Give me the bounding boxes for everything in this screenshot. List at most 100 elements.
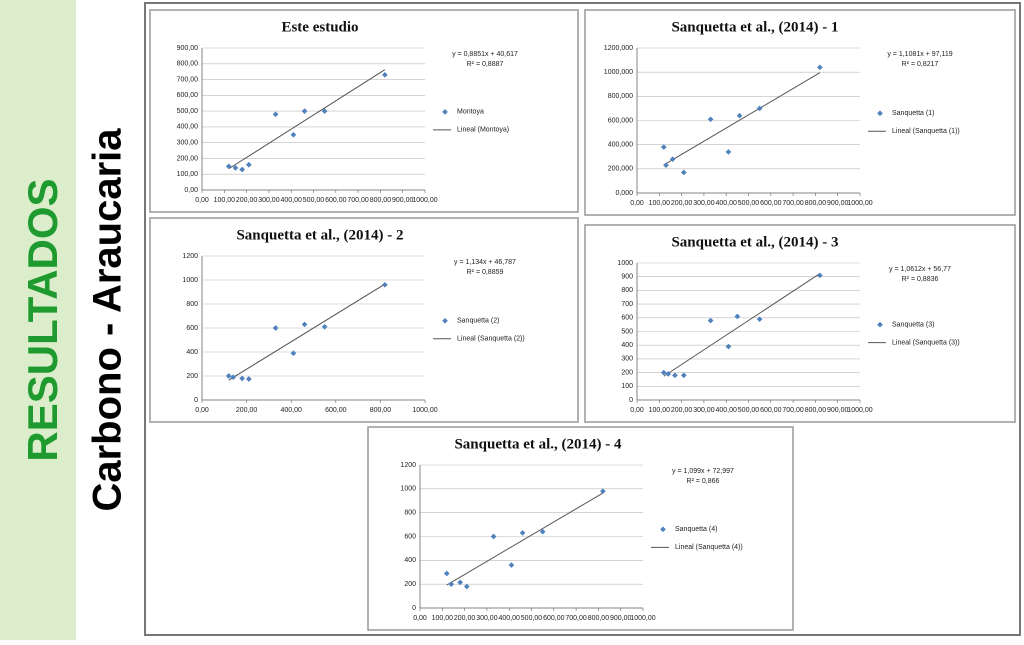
point xyxy=(672,372,678,379)
x-tick-label: 600,00 xyxy=(325,197,347,204)
legend-label: Lineal (Montoya) xyxy=(457,127,509,134)
r-squared: R² = 0,8217 xyxy=(902,61,939,68)
point xyxy=(321,108,328,114)
legend-marker xyxy=(877,321,883,328)
legend-label: Sanquetta (4) xyxy=(675,526,717,533)
point xyxy=(817,272,823,279)
y-tick-label: 1200,000 xyxy=(604,45,633,52)
y-tick-label: 600 xyxy=(186,325,198,332)
y-tick-label: 800,000 xyxy=(608,93,633,100)
point xyxy=(817,64,823,71)
x-tick-label: 400,00 xyxy=(280,197,302,204)
point xyxy=(660,369,667,376)
point xyxy=(756,316,763,322)
y-tick-label: 1200 xyxy=(182,253,198,260)
legend-label: Sanquetta (2) xyxy=(457,318,499,325)
x-tick-label: 1000,00 xyxy=(412,407,437,414)
point xyxy=(707,317,714,324)
y-tick-label: 300,00 xyxy=(177,140,199,147)
point xyxy=(321,323,328,330)
x-tick-label: 600,00 xyxy=(325,407,347,414)
point xyxy=(669,156,676,162)
y-tick-label: 600 xyxy=(621,315,633,322)
point xyxy=(272,111,279,118)
point xyxy=(382,71,388,78)
point xyxy=(443,570,450,577)
chart-title: Este estudio xyxy=(281,19,358,35)
point xyxy=(382,281,388,288)
x-tick-label: 200,00 xyxy=(236,197,258,204)
chart-panel xyxy=(149,217,579,423)
y-tick-label: 200 xyxy=(186,373,198,380)
x-tick-label: 100,00 xyxy=(649,407,671,414)
x-tick-label: 0,00 xyxy=(195,407,209,414)
point xyxy=(246,161,252,168)
y-tick-label: 900,00 xyxy=(177,45,199,52)
y-tick-label: 600 xyxy=(404,533,416,540)
x-tick-label: 300,00 xyxy=(258,197,280,204)
chart-title: Sanquetta et al., (2014) - 2 xyxy=(236,227,403,243)
point xyxy=(464,583,470,590)
x-tick-label: 500,00 xyxy=(738,407,760,414)
point xyxy=(301,108,308,114)
point xyxy=(457,579,463,586)
x-tick-label: 400,00 xyxy=(715,200,737,207)
x-tick-label: 500,00 xyxy=(738,200,760,207)
x-tick-label: 300,00 xyxy=(693,407,715,414)
x-tick-label: 100,00 xyxy=(214,197,236,204)
point xyxy=(725,343,732,350)
y-tick-label: 0 xyxy=(194,397,198,404)
y-tick-label: 0,000 xyxy=(615,190,633,197)
point xyxy=(681,372,687,379)
y-tick-label: 700 xyxy=(621,301,633,308)
x-tick-label: 200,00 xyxy=(671,407,693,414)
point xyxy=(707,116,714,123)
x-tick-label: 200,00 xyxy=(671,200,693,207)
chart-panel xyxy=(367,426,794,631)
x-tick-label: 300,00 xyxy=(476,615,498,622)
point xyxy=(725,149,732,155)
x-tick-label: 0,00 xyxy=(630,407,644,414)
point xyxy=(734,313,741,320)
equation: y = 1,1081x + 97,119 xyxy=(887,51,952,58)
x-tick-label: 100,00 xyxy=(649,200,671,207)
y-tick-label: 800 xyxy=(186,301,198,308)
x-tick-label: 0,00 xyxy=(630,200,644,207)
legend-label: Sanquetta (3) xyxy=(892,321,934,328)
trendline xyxy=(446,492,604,586)
x-tick-label: 1000,00 xyxy=(847,407,872,414)
y-tick-label: 500,00 xyxy=(177,108,199,115)
y-tick-label: 400 xyxy=(186,349,198,356)
y-tick-label: 1000 xyxy=(400,486,416,493)
y-tick-label: 100 xyxy=(621,383,633,390)
point xyxy=(736,112,743,119)
x-tick-label: 800,00 xyxy=(805,407,827,414)
x-tick-label: 500,00 xyxy=(303,197,325,204)
r-squared: R² = 0,8887 xyxy=(467,61,504,68)
y-tick-label: 800 xyxy=(404,510,416,517)
y-tick-label: 1000,000 xyxy=(604,69,633,76)
y-tick-label: 0 xyxy=(412,605,416,612)
point xyxy=(539,528,546,535)
x-tick-label: 900,00 xyxy=(392,197,414,204)
point xyxy=(756,105,763,112)
y-tick-label: 200,00 xyxy=(177,155,199,162)
point xyxy=(230,374,237,381)
y-tick-label: 200 xyxy=(621,369,633,376)
frame xyxy=(144,2,1021,636)
equation: y = 0,8851x + 40,617 xyxy=(452,51,518,58)
y-tick-label: 800,00 xyxy=(177,61,199,68)
x-tick-label: 800,00 xyxy=(370,197,392,204)
legend-label: Sanquetta (1) xyxy=(892,110,934,117)
x-tick-label: 900,00 xyxy=(610,615,632,622)
point xyxy=(301,321,308,328)
legend-label: Lineal (Sanquetta (2)) xyxy=(457,336,525,343)
x-tick-label: 1000,00 xyxy=(412,197,437,204)
equation: y = 1,099x + 72,997 xyxy=(672,468,734,475)
chart-title: Sanquetta et al., (2014) - 4 xyxy=(454,436,622,452)
y-tick-label: 1000 xyxy=(182,277,198,284)
y-tick-label: 200,000 xyxy=(608,166,633,173)
y-tick-label: 0,00 xyxy=(184,187,198,194)
